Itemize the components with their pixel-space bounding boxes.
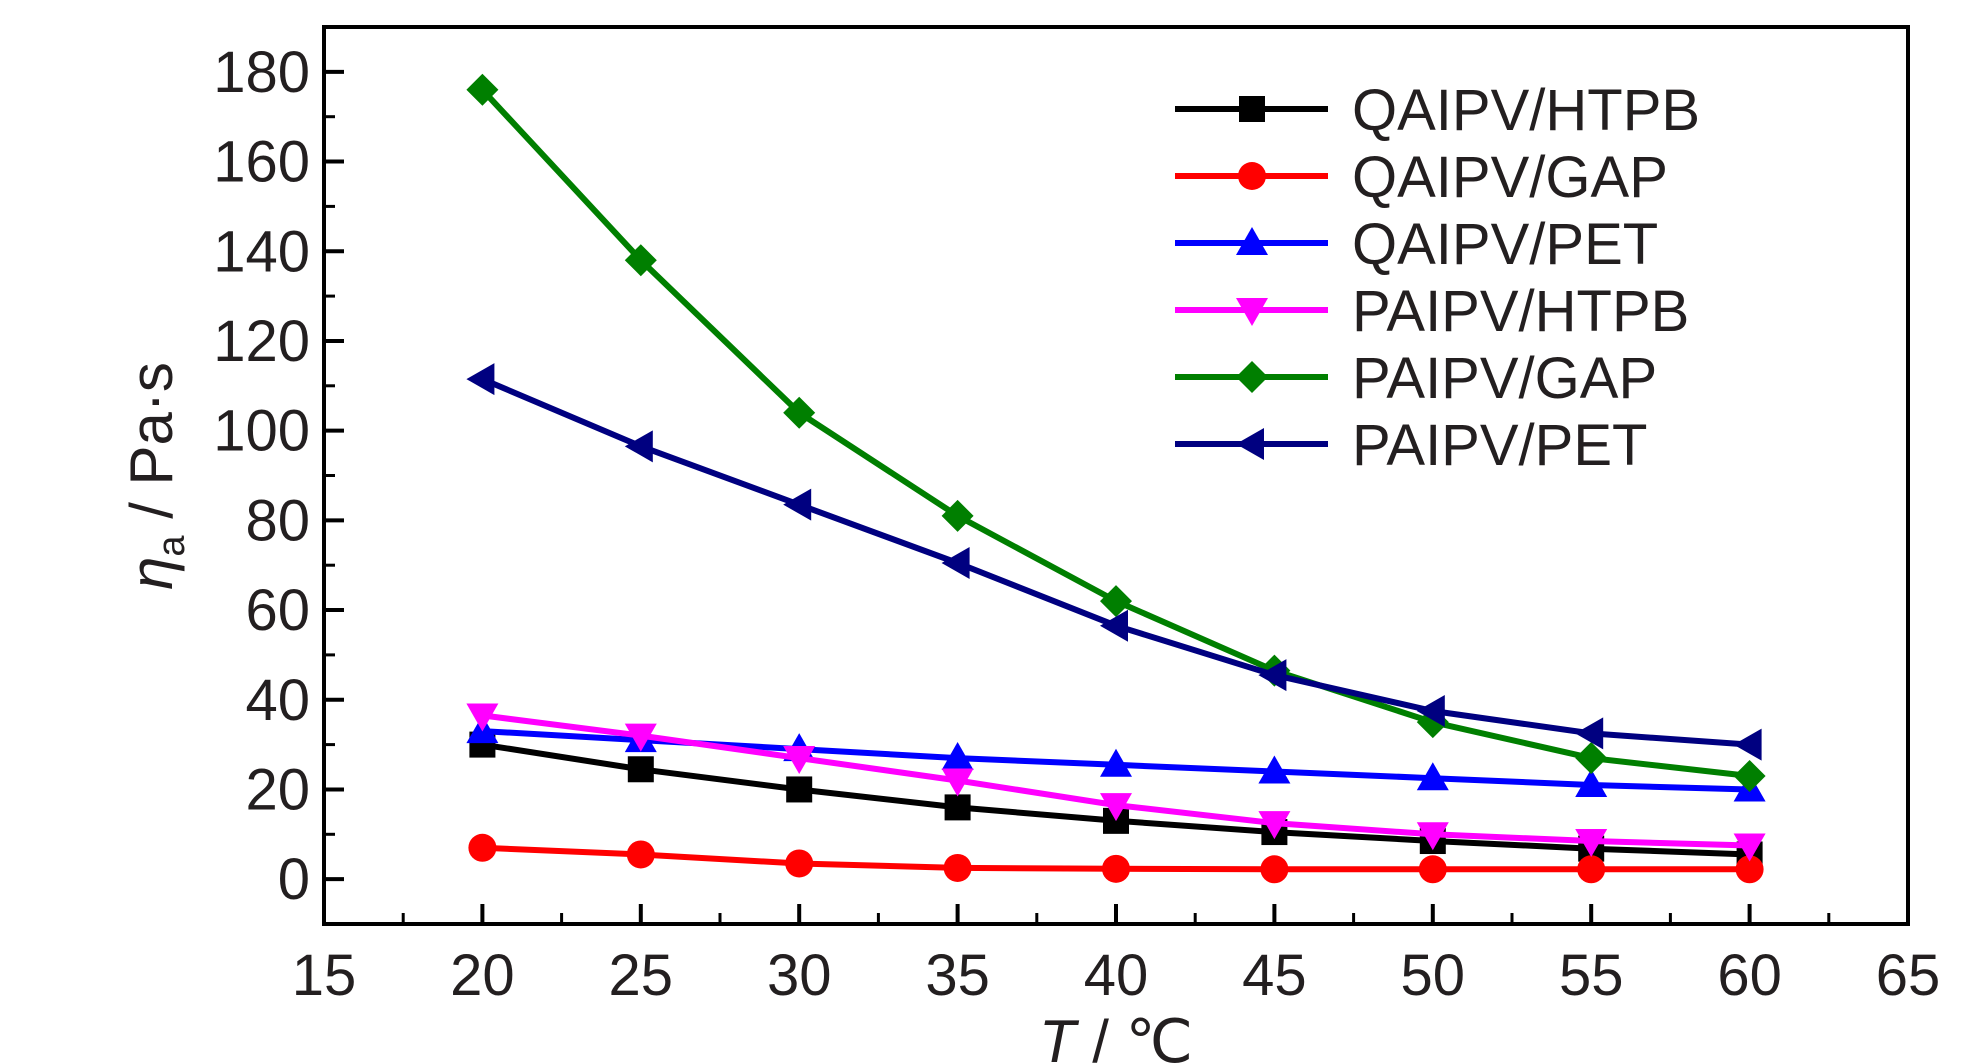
y-axis-unit: / Pa·s — [118, 362, 185, 535]
data-point — [624, 244, 657, 277]
data-point — [1416, 762, 1449, 791]
data-point — [1416, 694, 1445, 727]
x-tick-label: 40 — [1084, 943, 1149, 1008]
data-point — [1575, 742, 1608, 775]
data-point — [1735, 855, 1764, 884]
data-point — [624, 723, 657, 752]
y-axis-subscript: a — [151, 535, 193, 557]
legend-label: QAIPV/HTPB — [1352, 78, 1700, 143]
data-point — [783, 746, 816, 775]
data-point — [1258, 811, 1291, 840]
data-point — [1100, 748, 1132, 777]
data-point — [783, 488, 812, 521]
legend-item: PAIPV/PET — [1175, 413, 1647, 478]
data-point — [1100, 609, 1128, 642]
data-point — [1575, 717, 1604, 750]
series-layer — [466, 73, 1766, 884]
y-axis-symbol: η — [118, 557, 185, 590]
x-tick-label: 30 — [767, 943, 832, 1008]
data-point — [941, 768, 974, 797]
y-tick-label: 180 — [213, 40, 310, 105]
x-axis: 15 20 25 30 35 40 45 50 55 60 65 — [292, 904, 1941, 1008]
series-paipv-pet — [466, 363, 1762, 761]
y-tick-label: 140 — [213, 219, 310, 284]
y-tick-label: 100 — [213, 399, 310, 464]
y-axis-title: ηa / Pa·s — [118, 362, 193, 590]
y-tick-label: 40 — [245, 668, 310, 733]
data-point — [627, 756, 654, 783]
legend-label: QAIPV/PET — [1352, 212, 1658, 277]
data-point — [941, 546, 970, 579]
legend-label: PAIPV/HTPB — [1352, 279, 1689, 344]
data-point — [1260, 855, 1289, 884]
legend-marker — [1236, 298, 1268, 326]
data-point — [466, 363, 495, 396]
data-point — [1575, 768, 1608, 797]
legend-label: PAIPV/PET — [1352, 413, 1647, 478]
legend-label: QAIPV/GAP — [1352, 145, 1668, 210]
x-tick-label: 55 — [1559, 943, 1624, 1008]
legend-item: PAIPV/HTPB — [1175, 279, 1689, 344]
data-point — [466, 73, 499, 106]
y-tick-label: 80 — [245, 488, 310, 553]
data-point — [626, 840, 655, 869]
data-point — [1577, 855, 1606, 884]
x-axis-unit: / ℃ — [1076, 1008, 1193, 1063]
legend-item: QAIPV/GAP — [1175, 145, 1668, 210]
series-qaipv-gap — [468, 833, 1764, 884]
data-point — [1733, 833, 1766, 862]
x-tick-label: 60 — [1717, 943, 1782, 1008]
x-tick-label: 25 — [609, 943, 674, 1008]
data-point — [785, 849, 814, 878]
data-point — [941, 742, 974, 771]
y-tick-label: 120 — [213, 309, 310, 374]
x-tick-label: 15 — [292, 943, 357, 1008]
y-tick-label: 0 — [278, 847, 310, 912]
data-point — [1733, 759, 1766, 792]
y-tick-label: 160 — [213, 130, 310, 195]
x-tick-label: 65 — [1876, 943, 1941, 1008]
data-point — [468, 833, 497, 862]
data-point — [1733, 728, 1762, 761]
data-point — [943, 853, 972, 882]
legend-item: QAIPV/PET — [1175, 212, 1658, 277]
legend-marker — [1239, 96, 1265, 122]
legend-marker — [1236, 227, 1268, 255]
legend: QAIPV/HTPBQAIPV/GAPQAIPV/PETPAIPV/HTPBPA… — [1175, 78, 1700, 478]
legend-item: QAIPV/HTPB — [1175, 78, 1700, 143]
data-point — [466, 703, 499, 732]
data-point — [944, 794, 971, 821]
data-point — [783, 396, 816, 429]
series-paipv-htpb — [466, 703, 1766, 862]
data-point — [1416, 822, 1449, 851]
data-point — [786, 776, 813, 803]
data-point — [624, 430, 653, 463]
legend-label: PAIPV/GAP — [1352, 346, 1657, 411]
legend-marker — [1236, 428, 1264, 460]
data-point — [1258, 755, 1291, 784]
x-tick-label: 45 — [1242, 943, 1307, 1008]
x-tick-label: 35 — [925, 943, 990, 1008]
data-point — [1100, 585, 1132, 618]
data-point — [1100, 793, 1132, 822]
y-axis: 0 20 40 60 80 100 120 140 160 180 — [213, 40, 344, 912]
legend-marker — [1238, 162, 1266, 190]
data-point — [1102, 854, 1130, 883]
data-point — [1418, 855, 1447, 884]
legend-marker — [1236, 361, 1268, 393]
legend-item: PAIPV/GAP — [1175, 346, 1657, 411]
y-tick-label: 60 — [245, 578, 310, 643]
data-point — [941, 499, 974, 532]
x-tick-label: 50 — [1401, 943, 1466, 1008]
y-tick-label: 20 — [245, 757, 310, 822]
data-point — [1258, 659, 1287, 692]
data-point — [1575, 829, 1608, 858]
x-tick-label: 20 — [450, 943, 515, 1008]
x-axis-title: T / ℃ — [1039, 1008, 1193, 1063]
x-axis-symbol: T — [1039, 1008, 1080, 1063]
